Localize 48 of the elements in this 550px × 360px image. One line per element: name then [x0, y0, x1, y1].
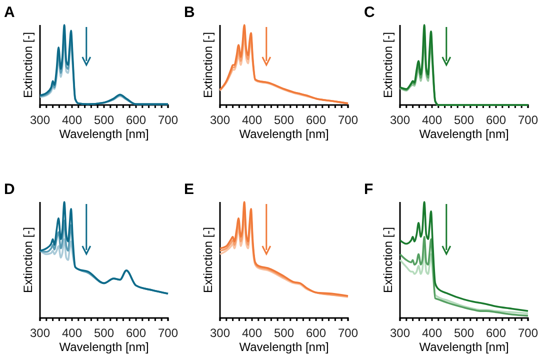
x-tick-label: 600: [306, 326, 326, 340]
x-tick-label: 600: [126, 326, 146, 340]
x-tick-label: 500: [94, 113, 114, 128]
x-tick-label: 500: [94, 326, 114, 340]
x-tick-label: 400: [422, 326, 442, 340]
chart-title: C: [364, 4, 375, 21]
x-tick-label: 500: [454, 326, 474, 340]
x-tick-label: 300: [390, 326, 410, 340]
x-tick-label: 500: [274, 113, 294, 128]
chart-title: D: [4, 181, 15, 198]
x-tick-label: 300: [210, 113, 230, 128]
x-tick-label: 600: [486, 326, 506, 340]
x-axis-title: Wavelength [nm]: [59, 340, 149, 354]
x-tick-label: 300: [30, 326, 50, 340]
x-tick-label: 700: [338, 326, 358, 340]
x-tick-label: 700: [518, 326, 538, 340]
x-tick-label: 700: [158, 326, 178, 340]
x-tick-label: 600: [126, 113, 146, 128]
chart-title: F: [364, 181, 374, 198]
x-axis-title: Wavelength [nm]: [419, 340, 509, 354]
y-axis-title: Extinction [-]: [381, 32, 395, 98]
x-tick-label: 400: [62, 113, 82, 128]
x-tick-label: 400: [62, 326, 82, 340]
x-tick-label: 700: [158, 113, 178, 128]
x-tick-label: 700: [338, 113, 358, 128]
x-axis-title: Wavelength [nm]: [419, 127, 509, 141]
y-axis-title: Extinction [-]: [21, 32, 35, 98]
x-tick-label: 700: [518, 113, 538, 128]
chart-title: E: [184, 181, 194, 198]
y-axis-title: Extinction [-]: [21, 226, 35, 294]
x-tick-label: 500: [454, 113, 474, 128]
x-axis-title: Wavelength [nm]: [239, 127, 329, 141]
x-tick-label: 500: [274, 326, 294, 340]
x-tick-label: 400: [422, 113, 442, 128]
x-tick-label: 300: [30, 113, 50, 128]
chart-title: A: [4, 4, 15, 21]
x-tick-label: 400: [242, 326, 262, 340]
y-axis-title: Extinction [-]: [201, 226, 215, 294]
x-axis-title: Wavelength [nm]: [239, 340, 329, 354]
x-tick-label: 400: [242, 113, 262, 128]
chart-title: B: [184, 4, 195, 21]
x-tick-label: 600: [306, 113, 326, 128]
x-axis-title: Wavelength [nm]: [59, 127, 149, 141]
x-tick-label: 300: [390, 113, 410, 128]
x-tick-label: 600: [486, 113, 506, 128]
y-axis-title: Extinction [-]: [381, 226, 395, 294]
x-tick-label: 300: [210, 326, 230, 340]
y-axis-title: Extinction [-]: [201, 32, 215, 98]
